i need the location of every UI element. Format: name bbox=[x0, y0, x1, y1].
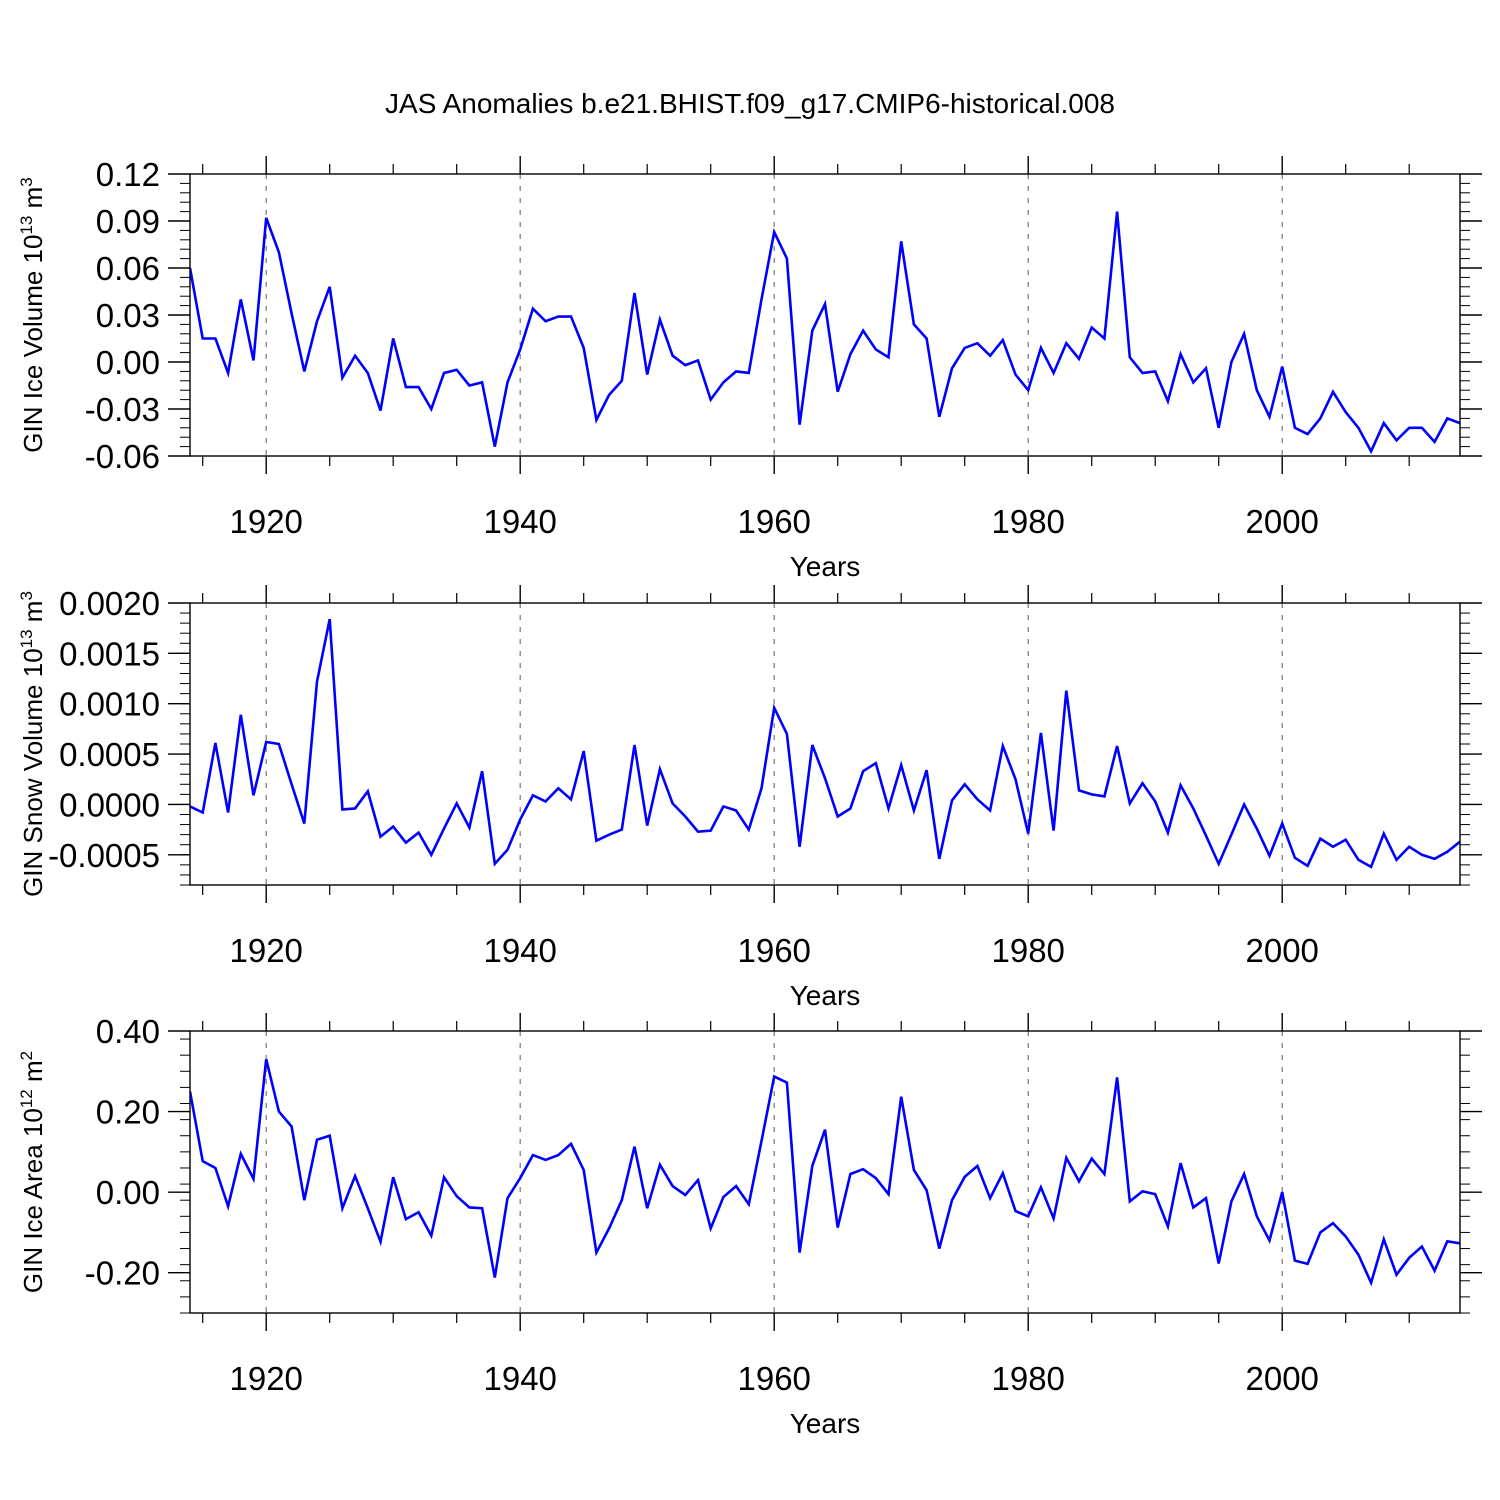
y-tick-label: 0.03 bbox=[96, 297, 160, 334]
panels-container: 1920 1940 1960 1980 2000 0.12 0.09 0.06 0.03 0.00… bbox=[17, 156, 1482, 1439]
y-axis-label-unit: m bbox=[18, 1060, 48, 1089]
panel-3: 1920 1940 1960 1980 2000 0.40 0.20 0.00 -0.20 Yea… bbox=[17, 1013, 1482, 1439]
x-tick-label: 2000 bbox=[1245, 932, 1318, 969]
y-axis-label-unit-exponent: 3 bbox=[17, 591, 36, 600]
y-tick-label: 0.00 bbox=[96, 1174, 160, 1211]
x-tick-label: 1980 bbox=[991, 932, 1064, 969]
x-tick-label: 2000 bbox=[1245, 503, 1318, 540]
y-tick-label: 0.0005 bbox=[59, 736, 160, 773]
y-axis-label-text: GIN Snow Volume 10 bbox=[18, 648, 48, 897]
y-tick-label: -0.0005 bbox=[48, 837, 160, 874]
y-axis-label: GIN Ice Volume 1013 m3 bbox=[17, 177, 48, 453]
y-axis-label-exponent: 13 bbox=[17, 629, 36, 648]
y-axis-label-unit-exponent: 2 bbox=[17, 1051, 36, 1060]
y-axis-label-exponent: 12 bbox=[17, 1089, 36, 1108]
x-axis-label: Years bbox=[790, 1408, 861, 1439]
y-tick-label: 0.20 bbox=[96, 1094, 160, 1131]
y-tick-label: -0.03 bbox=[85, 391, 160, 428]
plot-frame bbox=[189, 1030, 1461, 1314]
y-tick-label: 0.0010 bbox=[59, 686, 160, 723]
y-axis-label-unit: m bbox=[18, 601, 48, 630]
y-tick-label: 0.0020 bbox=[59, 585, 160, 622]
y-tick-label: 0.40 bbox=[96, 1013, 160, 1050]
y-axis-label-text: GIN Ice Area 10 bbox=[18, 1108, 48, 1293]
y-tick-label: 0.0000 bbox=[59, 786, 160, 823]
x-axis-label: Years bbox=[790, 551, 861, 582]
data-series-line bbox=[190, 618, 1460, 869]
x-tick-label: 1980 bbox=[991, 503, 1064, 540]
y-tick-label: -0.20 bbox=[85, 1255, 160, 1292]
y-tick-label: -0.06 bbox=[85, 438, 160, 475]
x-tick-label: 2000 bbox=[1245, 1360, 1318, 1397]
x-tick-label: 1920 bbox=[229, 503, 302, 540]
y-axis-label: GIN Ice Area 1012 m2 bbox=[17, 1051, 48, 1293]
y-axis-label-text: GIN Ice Volume 10 bbox=[18, 235, 48, 453]
x-tick-label: 1980 bbox=[991, 1360, 1064, 1397]
x-tick-label: 1940 bbox=[483, 932, 556, 969]
x-tick-label: 1920 bbox=[229, 932, 302, 969]
y-tick-label: 0.06 bbox=[96, 250, 160, 287]
y-axis-label-unit: m bbox=[18, 187, 48, 216]
x-tick-label: 1960 bbox=[737, 503, 810, 540]
y-tick-label: 0.12 bbox=[96, 156, 160, 193]
x-tick-label: 1940 bbox=[483, 1360, 556, 1397]
x-tick-label: 1960 bbox=[737, 932, 810, 969]
y-axis-label-unit-exponent: 3 bbox=[17, 177, 36, 186]
x-axis-label: Years bbox=[790, 980, 861, 1011]
x-tick-label: 1920 bbox=[229, 1360, 302, 1397]
x-tick-label: 1960 bbox=[737, 1360, 810, 1397]
panel-1: 1920 1940 1960 1980 2000 0.12 0.09 0.06 0.03 0.00… bbox=[17, 156, 1482, 582]
y-tick-label: 0.09 bbox=[96, 203, 160, 240]
y-tick-label: 0.0015 bbox=[59, 635, 160, 672]
plot-frame bbox=[189, 602, 1461, 886]
x-tick-label: 1940 bbox=[483, 503, 556, 540]
panel-2: 1920 1940 1960 1980 2000 0.0020 0.0015 0.0010 0.… bbox=[17, 585, 1482, 1011]
y-axis-label-exponent: 13 bbox=[17, 216, 36, 235]
y-axis-label: GIN Snow Volume 1013 m3 bbox=[17, 591, 48, 897]
y-tick-label: 0.00 bbox=[96, 344, 160, 381]
data-series-line bbox=[190, 1058, 1460, 1287]
chart-title: JAS Anomalies b.e21.BHIST.f09_g17.CMIP6-… bbox=[385, 88, 1115, 119]
data-series-line bbox=[190, 211, 1460, 455]
plot-frame bbox=[189, 173, 1461, 457]
